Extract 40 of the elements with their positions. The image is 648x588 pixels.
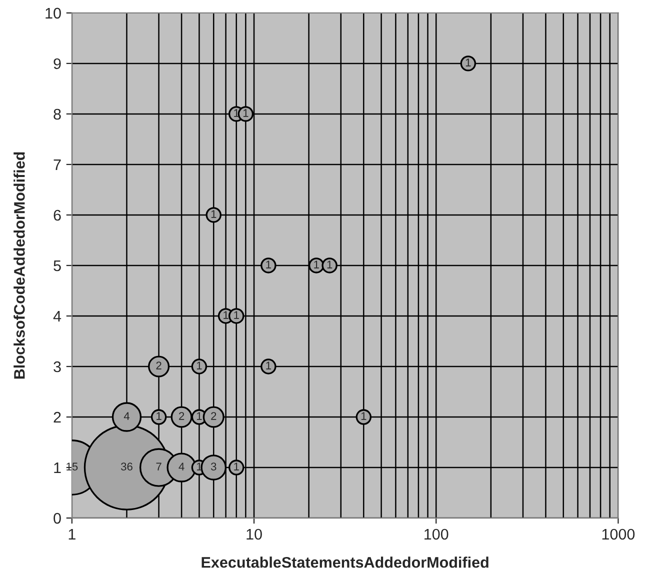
y-axis-title: BlocksofCodeAddedorModified xyxy=(14,152,25,379)
y-tick-label: 3 xyxy=(54,361,61,372)
annotation: 15 xyxy=(66,462,78,470)
annotation: 4 xyxy=(124,412,130,420)
x-tick-label: 1000 xyxy=(602,528,635,540)
annotation: 1 xyxy=(196,412,202,420)
y-tick-label: 5 xyxy=(54,260,61,272)
y-tick-label: 2 xyxy=(54,412,61,423)
y-tick-label: 7 xyxy=(54,159,61,170)
x-tick-label: 1 xyxy=(68,529,76,540)
annotation: 1 xyxy=(266,260,271,268)
annotation: 1 xyxy=(156,412,162,420)
annotation: 1 xyxy=(196,362,202,370)
annotation: 2 xyxy=(179,412,184,420)
y-tick-label: 6 xyxy=(54,210,61,221)
annotation: 1 xyxy=(314,260,319,268)
y-tick-label: 8 xyxy=(54,108,61,120)
annotation: 1 xyxy=(234,311,239,319)
annotation: 2 xyxy=(156,362,162,370)
y-tick-label: 1 xyxy=(54,462,61,474)
annotation: 1 xyxy=(224,311,228,319)
annotation: 1 xyxy=(327,260,332,268)
y-tick-label: 10 xyxy=(46,8,61,19)
x-tick-label: 10 xyxy=(246,528,262,540)
annotation: 1 xyxy=(466,58,471,66)
y-tick-label: 0 xyxy=(54,512,61,524)
y-tick-label: 4 xyxy=(53,311,62,322)
annotation: 1 xyxy=(361,412,366,420)
annotation: 1 xyxy=(266,362,271,370)
annotation: 7 xyxy=(156,462,162,470)
annotation: 2 xyxy=(211,412,216,420)
y-tick-label: 9 xyxy=(54,58,61,70)
x-axis-title: ExecutableStatementsAddedorModified xyxy=(202,556,488,568)
annotation: 1 xyxy=(211,210,216,218)
annotation: 4 xyxy=(178,462,184,470)
annotation: 36 xyxy=(120,462,132,470)
annotation: 1 xyxy=(243,109,248,117)
x-tick-label: 100 xyxy=(424,528,448,540)
annotation: 1 xyxy=(234,462,239,470)
annotation: 3 xyxy=(210,462,216,470)
